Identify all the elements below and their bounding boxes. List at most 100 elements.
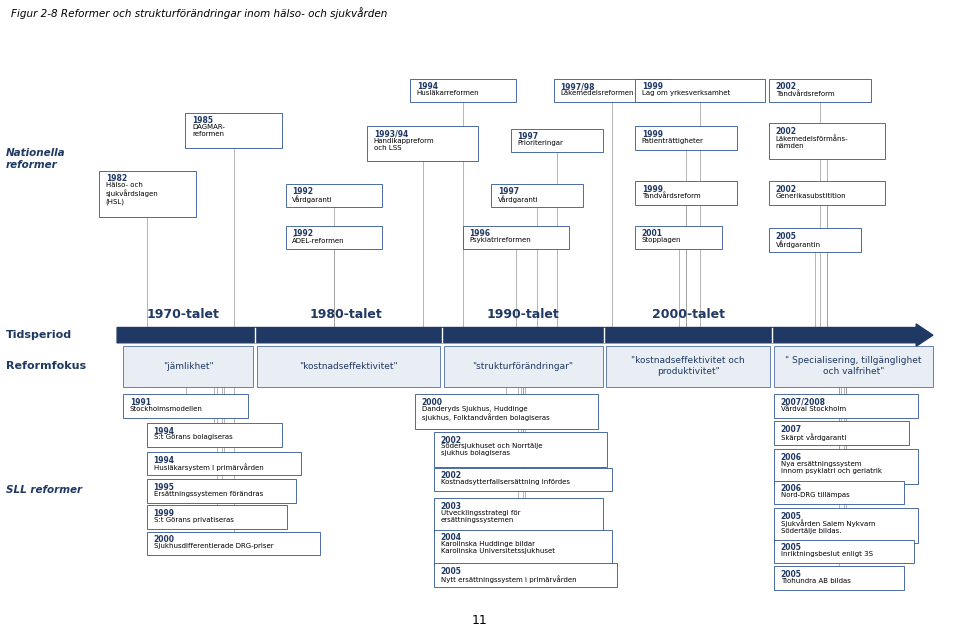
Text: 1990-talet: 1990-talet [487,308,560,321]
Text: 1991: 1991 [130,398,151,406]
Text: Figur 2-8 Reformer och strukturförändringar inom hälso- och sjukvården: Figur 2-8 Reformer och strukturförändrin… [11,6,387,19]
Text: 1994: 1994 [154,455,175,464]
Text: Danderyds Sjukhus, Huddinge
sjukhus, Folktandvården bolagiseras: Danderyds Sjukhus, Huddinge sjukhus, Fol… [421,406,549,421]
Text: Stopplagen: Stopplagen [642,238,682,243]
Text: Generikasubstitition: Generikasubstitition [776,193,847,199]
FancyArrowPatch shape [117,324,933,346]
Text: Prioriteringar: Prioriteringar [517,140,564,146]
Text: "jämlikhet": "jämlikhet" [163,362,213,371]
Text: Tiohundra AB bildas: Tiohundra AB bildas [780,578,851,584]
Text: "kostnadseffektivitet och
produktivitet": "kostnadseffektivitet och produktivitet" [632,356,745,376]
Text: Karolinska Huddinge bildar
Karolinska Universitetssjukhuset: Karolinska Huddinge bildar Karolinska Un… [441,541,555,554]
Text: ÄDEL-reformen: ÄDEL-reformen [293,238,345,244]
Text: Skärpt vårdgaranti: Skärpt vårdgaranti [780,433,846,440]
Text: 1995: 1995 [154,483,175,492]
Text: 1992: 1992 [293,187,313,196]
FancyBboxPatch shape [769,181,885,205]
Text: 2006: 2006 [780,484,802,493]
FancyBboxPatch shape [636,181,736,205]
FancyBboxPatch shape [147,532,320,555]
Text: 1994: 1994 [417,82,438,91]
Text: 1993/94: 1993/94 [373,129,408,138]
Text: 11: 11 [472,614,488,627]
Text: Tandvårdsreform: Tandvårdsreform [642,193,701,200]
FancyBboxPatch shape [367,126,478,161]
Text: 2007: 2007 [780,425,802,434]
Text: Nytt ersättningssystem i primärvården: Nytt ersättningssystem i primärvården [441,575,576,583]
FancyBboxPatch shape [774,450,919,484]
Text: 1999: 1999 [642,129,662,138]
Text: 1985: 1985 [192,117,213,126]
FancyBboxPatch shape [99,171,196,218]
FancyBboxPatch shape [774,480,904,504]
FancyBboxPatch shape [774,540,914,564]
FancyBboxPatch shape [463,226,569,249]
FancyBboxPatch shape [286,226,382,249]
Bar [774,346,933,386]
Text: Handikappreform
och LSS: Handikappreform och LSS [373,138,434,151]
FancyBboxPatch shape [636,79,765,102]
FancyBboxPatch shape [434,564,617,587]
FancyBboxPatch shape [774,394,919,418]
FancyBboxPatch shape [410,79,516,102]
Text: SLL reformer: SLL reformer [6,485,83,495]
Text: Tandvårdsreform: Tandvårdsreform [776,90,834,97]
FancyBboxPatch shape [769,79,871,102]
Text: Inriktningsbeslut enligt 3S: Inriktningsbeslut enligt 3S [780,551,873,557]
Text: "strukturförändringar": "strukturförändringar" [472,362,573,371]
Text: Husläkarreformen: Husläkarreformen [417,90,479,96]
FancyBboxPatch shape [434,498,603,533]
FancyBboxPatch shape [434,468,612,491]
FancyBboxPatch shape [492,184,584,207]
Text: Nationella
reformer: Nationella reformer [6,148,66,170]
Bar [257,346,440,386]
FancyBboxPatch shape [147,506,287,529]
FancyBboxPatch shape [415,394,598,429]
Text: Husläkarsystem I primärvården: Husläkarsystem I primärvården [154,464,263,471]
Text: Utvecklingsstrategi för
ersättningssystemen: Utvecklingsstrategi för ersättningssyste… [441,509,520,523]
Text: 1999: 1999 [642,82,662,91]
FancyBboxPatch shape [434,432,608,467]
Bar [607,346,770,386]
Text: Södersjukhuset och Norrtälje
sjukhus bolagiseras: Södersjukhuset och Norrtälje sjukhus bol… [441,444,542,457]
Text: 1999: 1999 [642,185,662,194]
Text: S:t Görans privatiseras: S:t Görans privatiseras [154,517,233,523]
FancyBboxPatch shape [774,508,919,544]
Text: 1994: 1994 [154,426,175,435]
FancyBboxPatch shape [147,479,297,503]
Text: 2005: 2005 [441,567,462,576]
Bar [123,346,253,386]
Text: 1970-talet: 1970-talet [147,308,220,321]
FancyBboxPatch shape [554,79,669,102]
Text: 1996: 1996 [469,229,491,238]
Text: 2000: 2000 [421,398,443,406]
Text: Hälso- och
sjukvårdslagen
(HSL): Hälso- och sjukvårdslagen (HSL) [106,182,158,205]
Text: 2002: 2002 [776,185,797,194]
Text: S:t Görans bolagiseras: S:t Görans bolagiseras [154,435,232,440]
Text: Sjukhusdifferentierade DRG-priser: Sjukhusdifferentierade DRG-priser [154,544,274,549]
Text: Kostnadsytterfallsersättning infördes: Kostnadsytterfallsersättning infördes [441,479,569,485]
Text: 1997/98: 1997/98 [561,82,595,91]
Text: Nord-DRG tillämpas: Nord-DRG tillämpas [780,492,850,498]
Text: 2004: 2004 [441,533,462,542]
Text: 2002: 2002 [441,435,462,444]
Text: 1999: 1999 [154,509,175,518]
Text: Tidsperiod: Tidsperiod [6,330,72,340]
Text: Psykiatrireformen: Psykiatrireformen [469,238,531,243]
Text: Lag om yrkesverksamhet: Lag om yrkesverksamhet [642,90,730,96]
Text: Läkemedelsförmåns-
nämden: Läkemedelsförmåns- nämden [776,135,849,149]
Text: Ersättningssystemen förändras: Ersättningssystemen förändras [154,491,263,497]
Text: 2005: 2005 [776,232,797,241]
Text: 1982: 1982 [106,175,127,184]
Text: 2002: 2002 [441,471,462,480]
Text: Vårdgaranti: Vårdgaranti [498,195,539,203]
FancyBboxPatch shape [774,567,904,590]
Text: Vårdgaranti: Vårdgaranti [293,195,333,203]
Text: 2002: 2002 [776,127,797,136]
Text: DAGMAR-
reformen: DAGMAR- reformen [192,124,225,137]
FancyBboxPatch shape [636,226,722,249]
Text: Patienträttigheter: Patienträttigheter [642,138,704,144]
Text: 1980-talet: 1980-talet [310,308,382,321]
FancyBboxPatch shape [769,124,885,158]
FancyBboxPatch shape [636,126,736,149]
